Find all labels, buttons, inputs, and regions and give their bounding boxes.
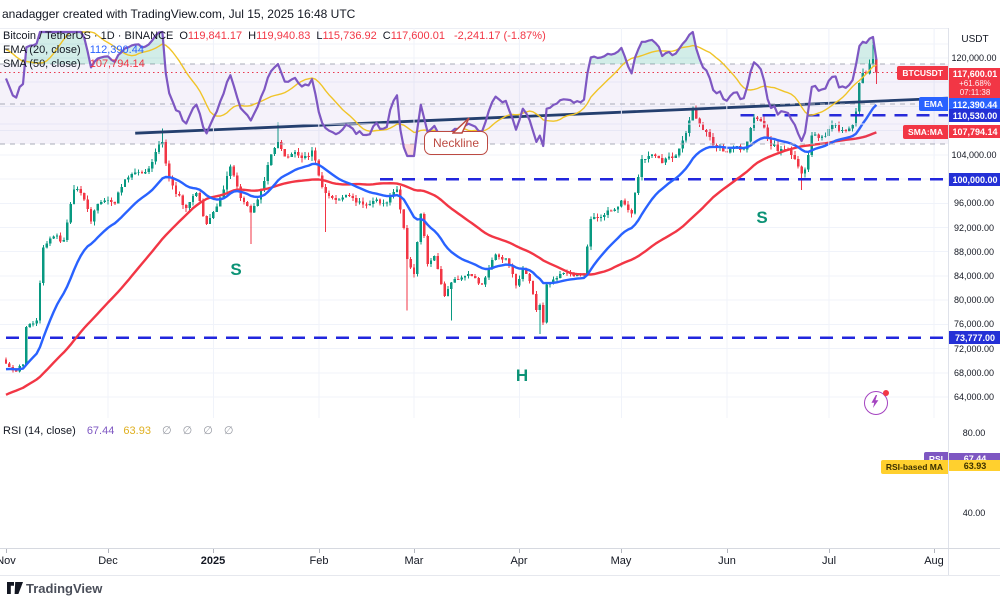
time-axis-tick [829, 549, 830, 553]
price-tick-label: 68,000.00 [953, 368, 995, 378]
time-axis[interactable]: Nov Dec 2025 Feb Mar Apr May Jun Jul Aug [0, 548, 1000, 576]
time-axis-label-mar: Mar [404, 555, 424, 567]
price-tick-label: 104,000.00 [951, 150, 997, 160]
time-axis-tick [519, 549, 520, 553]
pattern-marker-h[interactable]: H [515, 366, 529, 385]
price-tick-label: 64,000.00 [953, 392, 995, 402]
price-tick-label: 96,000.00 [953, 198, 995, 208]
price-tick-label: 92,000.00 [953, 223, 995, 233]
price-axis-badge: 112,390.44 [949, 98, 1000, 111]
ohlc-key: C [382, 30, 391, 42]
time-axis-tick [108, 549, 109, 553]
ema-legend-row[interactable]: EMA (20, close) 112,390.44 [3, 44, 546, 57]
plot-label-btcusdt: BTCUSDT [897, 66, 948, 80]
flash-indicator-icon[interactable] [864, 390, 889, 415]
price-scale-unit: USDT [961, 34, 989, 45]
time-axis-tick [6, 549, 7, 553]
price-axis-badge: 117,600.01 +61.68% 07:11:38 [949, 68, 1000, 98]
pattern-marker-s[interactable]: S [756, 208, 768, 227]
pattern-marker-s[interactable]: S [230, 260, 242, 279]
rsi-pane[interactable] [0, 28, 948, 159]
time-axis-label-feb: Feb [309, 555, 329, 567]
rsi-label: RSI (14, close) [3, 425, 76, 437]
ohlc-key: L [316, 30, 323, 42]
rsi-axis-badge: 67.44 [949, 453, 1000, 464]
tradingview-brand-text[interactable]: TradingView [26, 581, 103, 596]
axis-corner-divider [948, 549, 949, 576]
ohlc-value: 119,940.83 [256, 30, 311, 42]
plot-label-ema: EMA [919, 97, 948, 111]
time-axis-label-nov: Nov [0, 555, 16, 567]
sma-label: SMA (50, close) [3, 58, 81, 70]
change-value: -2,241.17 (-1.87%) [454, 30, 546, 42]
price-tick-label: 72,000.00 [953, 344, 995, 354]
rsi-axis-badge: 63.93 [949, 460, 1000, 471]
ema-label: EMA (20, close) [3, 44, 81, 56]
symbol-title: Bitcoin / TetherUS · 1D · BINANCE [3, 30, 174, 42]
notification-dot [883, 390, 889, 396]
time-axis-tick [319, 549, 320, 553]
time-axis-label-aug: Aug [924, 555, 944, 567]
sma-value: 107,794.14 [89, 58, 145, 70]
ohlc-key: H [248, 30, 257, 42]
price-axis-badge: 73,777.00 [949, 331, 1000, 344]
rsi-tick-label: 80.00 [962, 428, 986, 438]
price-tick-label: 84,000.00 [953, 271, 995, 281]
plot-area[interactable]: Bitcoin / TetherUS · 1D · BINANCE O119,84… [0, 28, 948, 548]
price-tick-label: 76,000.00 [953, 319, 995, 329]
symbol-ohlc-row[interactable]: Bitcoin / TetherUS · 1D · BINANCE O119,84… [3, 30, 546, 43]
price-scale[interactable]: USDT 120,000.00 104,000.00 96,000.00 92,000… [948, 28, 1000, 575]
time-axis-tick [934, 549, 935, 553]
time-axis-tick [213, 549, 214, 553]
price-tick-label: 80,000.00 [953, 295, 995, 305]
rsi-tick-label: 40.00 [962, 508, 986, 518]
time-axis-tick [621, 549, 622, 553]
symbol-legend[interactable]: Bitcoin / TetherUS · 1D · BINANCE O119,84… [3, 30, 546, 72]
lightning-bolt-icon [871, 395, 879, 408]
time-axis-label-jul: Jul [821, 555, 837, 567]
plot-label-smama: SMA:MA [903, 125, 948, 139]
callout-tail-icon [452, 117, 470, 134]
neckline-callout[interactable]: Neckline [424, 117, 488, 155]
time-axis-tick [414, 549, 415, 553]
price-axis-badge: 107,794.14 [949, 125, 1000, 138]
footer-bar: TradingView [0, 575, 1000, 600]
price-tick-label: 120,000.00 [951, 53, 997, 63]
rsi-empty-values: ∅ ∅ ∅ ∅ [162, 425, 238, 437]
time-axis-label-dec: Dec [98, 555, 118, 567]
ohlc-value: 117,600.01 [390, 30, 445, 42]
rsi-legend-row[interactable]: RSI (14, close) 67.44 63.93 ∅ ∅ ∅ ∅ [3, 424, 238, 437]
price-tick-label: 88,000.00 [953, 247, 995, 257]
rsi-value: 67.44 [86, 425, 115, 437]
time-axis-label-apr: Apr [510, 555, 528, 567]
time-axis-label-2025: 2025 [200, 555, 226, 567]
ohlc-value: 119,841.17 [187, 30, 243, 42]
ema-value: 112,390.44 [89, 44, 144, 56]
neckline-callout-label: Neckline [432, 136, 480, 150]
time-axis-tick [727, 549, 728, 553]
rsi-ma-value: 63.93 [123, 425, 151, 437]
ohlc-value: 115,736.92 [322, 30, 377, 42]
sma-legend-row[interactable]: SMA (50, close) 107,794.14 [3, 58, 546, 71]
plot-label-rsi-based-ma: RSI-based MA [880, 460, 948, 474]
credit-bar: anadagger created with TradingView.com, … [0, 0, 1000, 29]
price-axis-badge: 100,000.00 [949, 173, 1000, 186]
time-axis-label-jun: Jun [718, 555, 736, 567]
time-axis-label-may: May [610, 555, 632, 567]
tradingview-logo-icon[interactable] [7, 582, 23, 595]
ohlc-key: O [179, 30, 188, 42]
credit-text: anadagger created with TradingView.com, … [2, 7, 356, 21]
price-axis-badge: 110,530.00 [949, 109, 1000, 122]
